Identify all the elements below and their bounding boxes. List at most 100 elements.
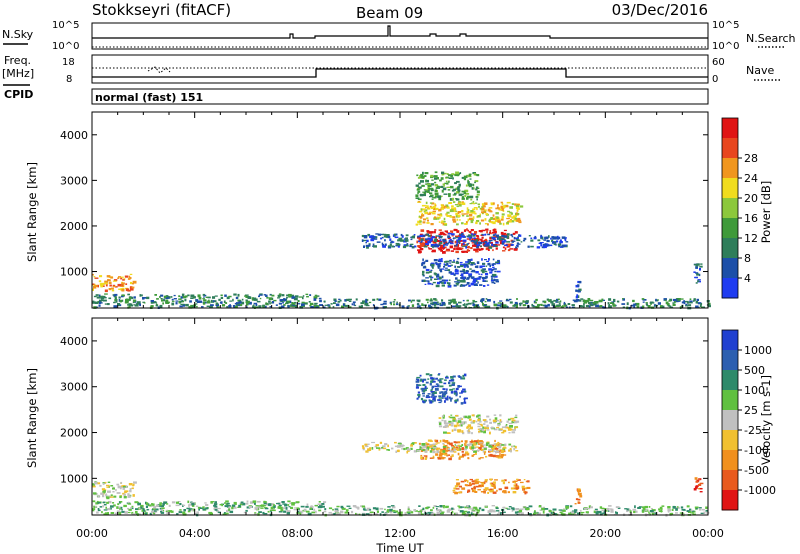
echo-pixel xyxy=(464,448,468,451)
echo-pixel xyxy=(98,301,101,304)
echo-pixel xyxy=(321,503,325,505)
echo-pixel xyxy=(462,431,465,435)
echo-pixel xyxy=(498,238,502,241)
echo-pixel xyxy=(571,306,575,308)
echo-pixel xyxy=(425,241,429,244)
echo-pixel xyxy=(470,263,474,266)
x-tick-label: 16:00 xyxy=(487,527,519,540)
echo-pixel xyxy=(444,449,449,452)
echo-pixel xyxy=(502,482,505,485)
echo-pixel xyxy=(442,221,446,223)
echo-pixel xyxy=(515,508,520,511)
echo-pixel xyxy=(489,421,492,424)
echo-pixel xyxy=(495,510,500,512)
echo-pixel xyxy=(202,298,205,300)
echo-pixel xyxy=(112,285,117,288)
echo-pixel xyxy=(423,210,426,213)
echo-pixel xyxy=(641,506,645,509)
echo-pixel xyxy=(216,509,219,512)
echo-pixel xyxy=(485,275,488,279)
echo-pixel xyxy=(463,399,466,402)
echo-pixel xyxy=(698,273,701,277)
echo-pixel xyxy=(429,299,433,302)
echo-pixel xyxy=(502,450,506,453)
echo-pixel xyxy=(316,295,320,297)
echo-pixel xyxy=(431,179,434,181)
echo-pixel xyxy=(376,241,381,243)
echo-pixel xyxy=(382,233,387,236)
echo-pixel xyxy=(527,245,530,248)
echo-pixel xyxy=(519,205,524,208)
echo-pixel xyxy=(473,173,477,176)
echo-pixel xyxy=(454,401,457,404)
echo-pixel xyxy=(540,303,543,306)
echo-pixel xyxy=(400,239,404,242)
echo-pixel xyxy=(588,302,592,305)
echo-pixel xyxy=(434,181,437,184)
echo-pixel xyxy=(515,483,518,487)
echo-pixel xyxy=(144,512,148,515)
echo-pixel xyxy=(432,455,435,458)
echo-pixel xyxy=(533,237,537,240)
echo-pixel xyxy=(456,218,458,221)
echo-pixel xyxy=(439,452,444,455)
echo-pixel xyxy=(415,378,418,380)
echo-pixel xyxy=(648,506,651,508)
echo-pixel xyxy=(429,211,432,215)
echo-pixel xyxy=(509,448,512,451)
echo-pixel xyxy=(479,423,483,426)
echo-pixel xyxy=(420,180,424,183)
echo-pixel xyxy=(210,304,214,307)
echo-pixel xyxy=(466,282,470,285)
echo-pixel xyxy=(642,305,645,308)
echo-pixel xyxy=(482,444,486,446)
echo-pixel xyxy=(425,239,428,242)
echo-pixel xyxy=(645,508,648,511)
echo-pixel xyxy=(418,512,421,515)
echo-pixel xyxy=(687,511,692,513)
echo-pixel xyxy=(459,172,462,175)
echo-pixel xyxy=(511,244,515,246)
echo-pixel xyxy=(98,494,100,498)
echo-pixel xyxy=(258,511,262,513)
echo-pixel xyxy=(168,301,170,304)
echo-pixel xyxy=(332,306,335,308)
echo-pixel xyxy=(202,293,206,296)
echo-pixel xyxy=(452,417,456,420)
echo-pixel xyxy=(431,457,435,459)
echo-pixel xyxy=(675,298,679,301)
echo-pixel xyxy=(376,510,379,513)
echo-pixel xyxy=(206,300,211,302)
echo-pixel xyxy=(476,220,480,223)
echo-pixel xyxy=(433,239,438,242)
echo-pixel xyxy=(471,187,474,190)
colorbar-tick-label: 25 xyxy=(744,404,758,417)
echo-pixel xyxy=(512,304,515,307)
echo-pixel xyxy=(93,276,96,278)
echo-pixel xyxy=(108,495,112,498)
echo-pixel xyxy=(439,239,442,242)
echo-pixel xyxy=(277,297,281,299)
echo-pixel xyxy=(100,302,103,304)
echo-pixel xyxy=(434,195,439,198)
echo-pixel xyxy=(511,510,514,512)
echo-pixel xyxy=(481,236,484,239)
echo-pixel xyxy=(520,481,524,484)
echo-pixel xyxy=(429,196,433,198)
echo-pixel xyxy=(361,505,365,508)
echo-pixel xyxy=(432,236,436,238)
echo-pixel xyxy=(429,205,432,208)
echo-pixel xyxy=(538,242,542,244)
echo-pixel xyxy=(451,383,455,386)
echo-pixel xyxy=(420,208,423,211)
echo-pixel xyxy=(257,513,260,516)
echo-pixel xyxy=(121,287,125,290)
echo-pixel xyxy=(484,420,488,423)
echo-pixel xyxy=(509,301,513,304)
echo-pixel xyxy=(491,281,495,284)
echo-pixel xyxy=(523,506,526,508)
echo-pixel xyxy=(117,277,120,279)
echo-pixel xyxy=(541,507,544,511)
echo-pixel xyxy=(241,302,244,305)
echo-pixel xyxy=(503,240,507,242)
